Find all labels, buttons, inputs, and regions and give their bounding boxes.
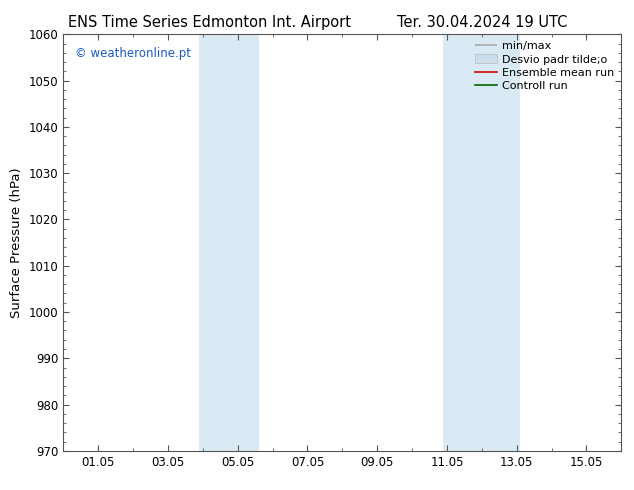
Legend: min/max, Desvio padr tilde;o, Ensemble mean run, Controll run: min/max, Desvio padr tilde;o, Ensemble m… [470, 37, 619, 96]
Text: Ter. 30.04.2024 19 UTC: Ter. 30.04.2024 19 UTC [397, 15, 567, 30]
Bar [443, 34, 520, 451]
Y-axis label: Surface Pressure (hPa): Surface Pressure (hPa) [10, 167, 23, 318]
Text: © weatheronline.pt: © weatheronline.pt [75, 47, 191, 60]
Text: ENS Time Series Edmonton Int. Airport: ENS Time Series Edmonton Int. Airport [68, 15, 351, 30]
Bar [199, 34, 259, 451]
